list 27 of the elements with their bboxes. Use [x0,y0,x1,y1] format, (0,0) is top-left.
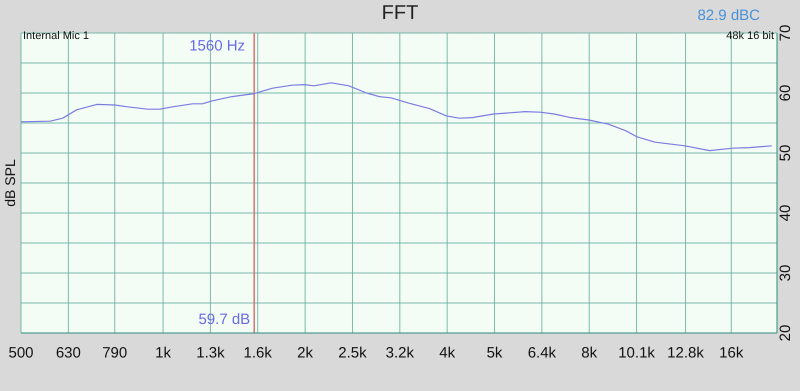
x-tick-label: 8k [581,344,598,362]
x-tick-label: 500 [8,344,34,362]
x-tick-label: 3.2k [386,344,414,362]
x-tick-label: 2.5k [338,344,368,362]
y-axis-title: dB SPL [2,159,18,207]
y-tick-label: 70 [776,24,794,42]
x-tick-label: 1.6k [244,344,272,362]
y-tick-label: 50 [776,144,794,162]
x-tick-label: 2k [297,344,314,362]
x-tick-label: 4k [439,344,456,362]
text: 82.9 dBC [697,7,760,24]
y-tick-label: 30 [776,264,794,282]
x-tick-label: 12.8k [667,344,704,362]
x-tick-label: 630 [56,344,81,362]
annotation: 48k 16 bit [726,30,774,42]
x-tick-label: 1.3k [196,344,226,362]
annotation: Internal Mic 1 [23,30,90,42]
y-tick-label: 40 [776,204,794,222]
y-tick-label: 20 [776,324,794,342]
x-tick-label: 10.1k [618,344,656,362]
y-tick-label: 60 [776,84,794,102]
x-tick-label: 16k [719,344,744,362]
x-tick-label: 6.4k [528,344,557,362]
x-tick-label: 5k [486,344,503,362]
x-tick-label: 790 [102,344,128,362]
chart-title: FFT [382,2,418,24]
x-tick-label: 1k [155,344,172,362]
